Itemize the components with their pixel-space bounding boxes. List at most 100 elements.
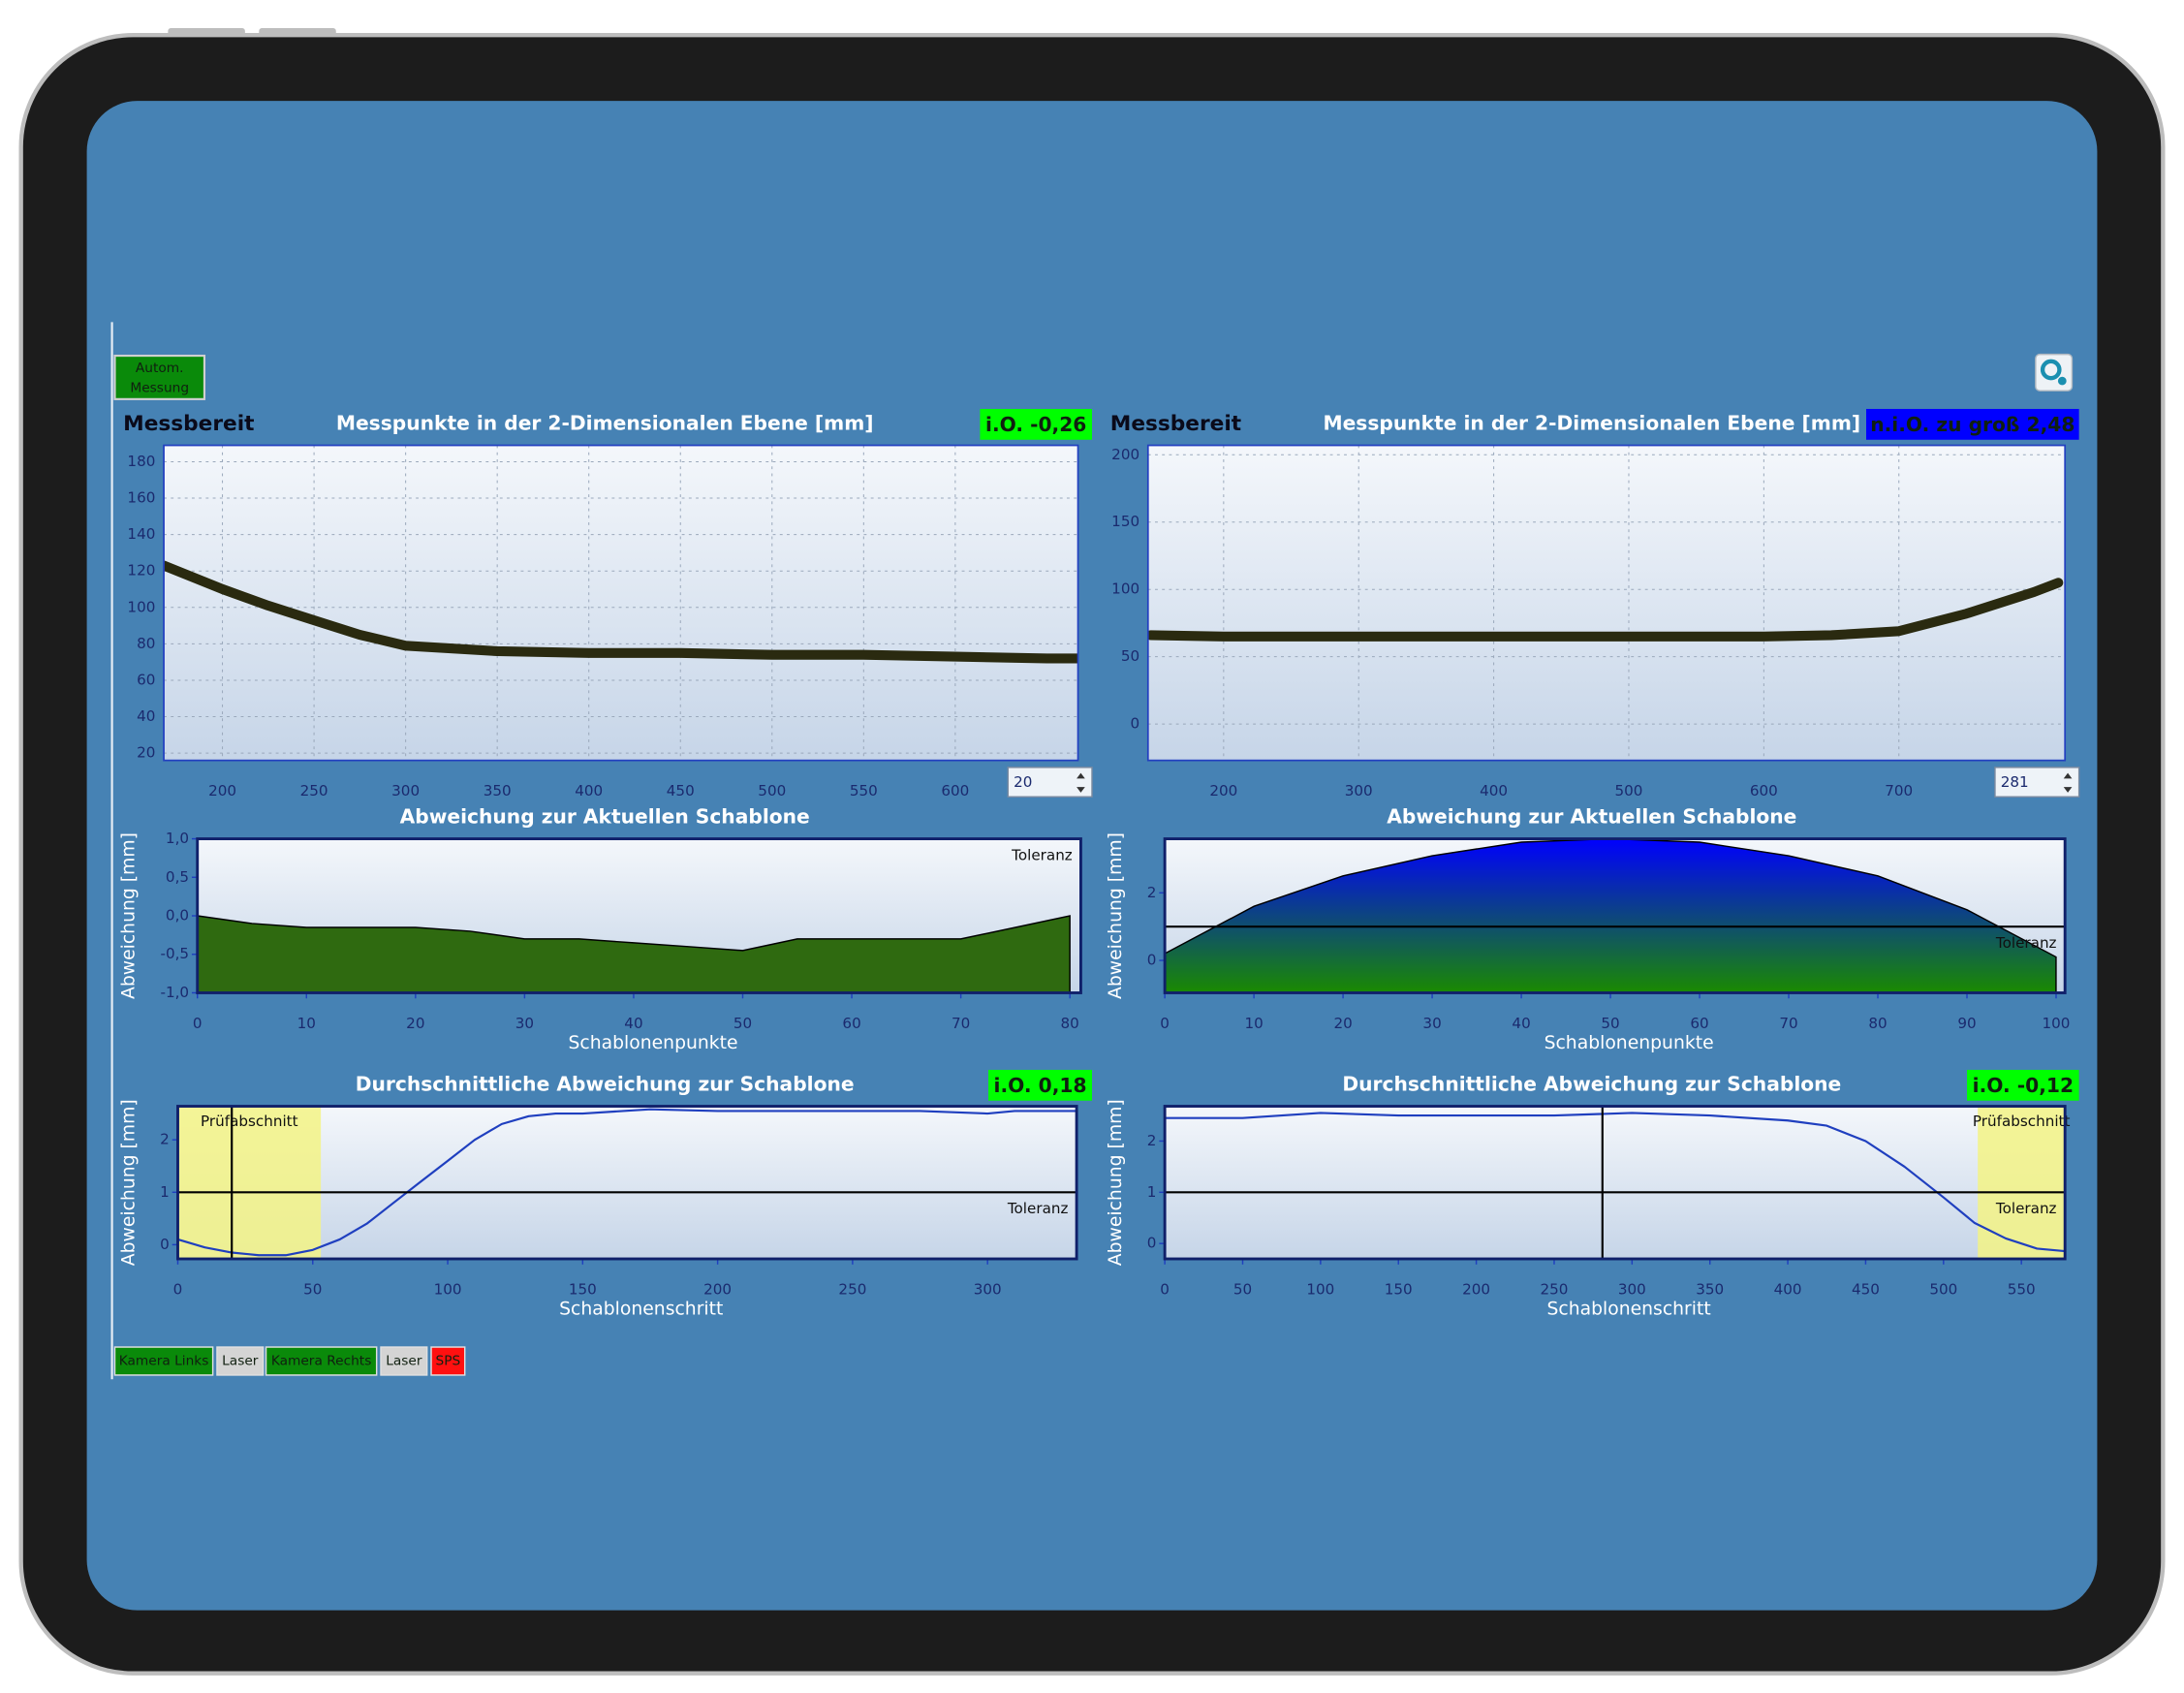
tolerance-label: Toleranz	[1995, 934, 2057, 952]
x-tick-label: 150	[1385, 1280, 1413, 1298]
x-tick-label: 550	[850, 782, 878, 799]
spinner-arrows	[1076, 772, 1085, 793]
y-tick-label: 2	[1147, 884, 1157, 901]
x-tick-label: 450	[667, 782, 695, 799]
settings-icon[interactable]	[2040, 359, 2062, 381]
status-indicator-label: Kamera Links	[119, 1353, 209, 1368]
y-tick-label: 200	[1111, 446, 1139, 463]
plot-border	[1146, 444, 2067, 762]
status-indicator	[430, 1346, 466, 1376]
auto-measure-button[interactable]: Autom. Messung	[113, 354, 206, 400]
x-tick-label: 20	[1333, 1015, 1352, 1032]
y-tick-label: 60	[137, 671, 155, 688]
x-tick-label: 350	[1696, 1280, 1724, 1298]
x-tick-label: 100	[2043, 1015, 2071, 1032]
y-tick-label: 0,5	[166, 868, 189, 886]
device-button	[168, 27, 245, 37]
status-indicator	[265, 1346, 378, 1376]
plot-border	[196, 837, 1082, 994]
tolerance-label: Toleranz	[1995, 1200, 2057, 1217]
check-section	[1978, 1106, 2066, 1260]
x-tick-label: 200	[1209, 782, 1237, 799]
y-tick-label: 20	[137, 744, 155, 762]
x-tick-label: 70	[952, 1015, 970, 1032]
button-label[interactable]: Autom.	[136, 361, 184, 376]
settings-button[interactable]	[2035, 353, 2074, 392]
plot-border	[1163, 1105, 2067, 1261]
x-tick-label: 30	[515, 1015, 534, 1032]
x-tick-label: 200	[1462, 1280, 1490, 1298]
y-tick-label: 2	[160, 1131, 170, 1148]
y-tick-label: 140	[127, 525, 155, 543]
plot-border	[176, 1105, 1078, 1261]
measurement-line	[164, 560, 1078, 664]
y-tick-label: 2	[1147, 1132, 1157, 1149]
spinner[interactable]	[1007, 767, 1093, 798]
y-tick-label: 0	[1147, 952, 1157, 969]
x-tick-label: 700	[1885, 782, 1913, 799]
status-badge-text: i.O. -0,26	[985, 413, 1086, 436]
plot-area	[1147, 445, 2066, 761]
x-tick-label: 40	[624, 1015, 642, 1032]
x-tick-label: 0	[1160, 1280, 1170, 1298]
x-tick-label: 60	[842, 1015, 860, 1032]
y-tick-label: 180	[127, 453, 155, 470]
x-tick-label: 500	[1615, 782, 1643, 799]
x-tick-label: 100	[434, 1280, 462, 1298]
x-tick-label: 10	[297, 1015, 316, 1032]
x-tick-label: 300	[1618, 1280, 1646, 1298]
check-section-label: Prüfabschnitt	[1973, 1113, 2071, 1130]
plot-area	[177, 1106, 1077, 1260]
status-indicator	[380, 1346, 428, 1376]
y-tick-label: 100	[127, 598, 155, 615]
y-tick-label: 0,0	[166, 907, 189, 925]
status-indicator	[216, 1346, 265, 1376]
x-tick-label: 500	[758, 782, 786, 799]
status-badge	[988, 1069, 1092, 1101]
y-tick-label: 100	[1111, 580, 1139, 598]
status-badge-text: n.i.O. zu groß 2,48	[1870, 413, 2075, 436]
x-tick-label: 30	[1422, 1015, 1441, 1032]
y-tick-label: 160	[127, 489, 155, 507]
spinner-value: 281	[2001, 773, 2029, 791]
status-indicator	[113, 1346, 214, 1376]
y-axis-label: Abweichung [mm]	[1106, 1099, 1126, 1266]
x-tick-label: 300	[1345, 782, 1373, 799]
plot-area	[164, 445, 1078, 761]
x-tick-label: 100	[1306, 1280, 1334, 1298]
x-tick-label: 400	[1774, 1280, 1802, 1298]
x-tick-label: 40	[1512, 1015, 1530, 1032]
plot-border	[163, 444, 1079, 762]
x-tick-label: 0	[173, 1280, 183, 1298]
x-tick-label: 80	[1061, 1015, 1079, 1032]
spinner[interactable]	[1994, 767, 2080, 798]
chart-title: Abweichung zur Aktuellen Schablone	[1387, 804, 1796, 828]
x-axis-label: Schablonenschritt	[559, 1300, 723, 1320]
x-tick-label: 200	[703, 1280, 732, 1298]
measure-status: Messbereit	[123, 412, 254, 436]
button-label[interactable]: Messung	[130, 380, 189, 395]
x-tick-label: 10	[1244, 1015, 1263, 1032]
x-tick-label: 60	[1690, 1015, 1708, 1032]
x-tick-label: 50	[1233, 1280, 1252, 1298]
x-tick-label: 200	[208, 782, 236, 799]
tolerance-label: Toleranz	[1011, 846, 1073, 863]
status-badge-text: i.O. 0,18	[994, 1074, 1087, 1097]
settings-icon[interactable]	[2057, 376, 2067, 386]
y-tick-label: 0	[1147, 1235, 1157, 1252]
x-tick-label: 400	[1480, 782, 1508, 799]
button-background[interactable]	[113, 354, 206, 400]
check-section-label: Prüfabschnitt	[201, 1113, 298, 1130]
y-axis-label: Abweichung [mm]	[1106, 832, 1126, 999]
chart-title: Messpunkte in der 2-Dimensionalen Ebene …	[1323, 411, 1860, 434]
status-badge-text: i.O. -0,12	[1973, 1074, 2074, 1097]
x-tick-label: 90	[1957, 1015, 1976, 1032]
chart-title: Durchschnittliche Abweichung zur Schablo…	[356, 1072, 855, 1095]
check-section	[177, 1106, 322, 1260]
y-axis-label: Abweichung [mm]	[118, 832, 139, 999]
x-tick-label: 0	[1160, 1015, 1170, 1032]
spinner-arrows	[2063, 772, 2073, 793]
tolerance-label: Toleranz	[1007, 1200, 1069, 1217]
plot-border	[1163, 837, 2067, 994]
